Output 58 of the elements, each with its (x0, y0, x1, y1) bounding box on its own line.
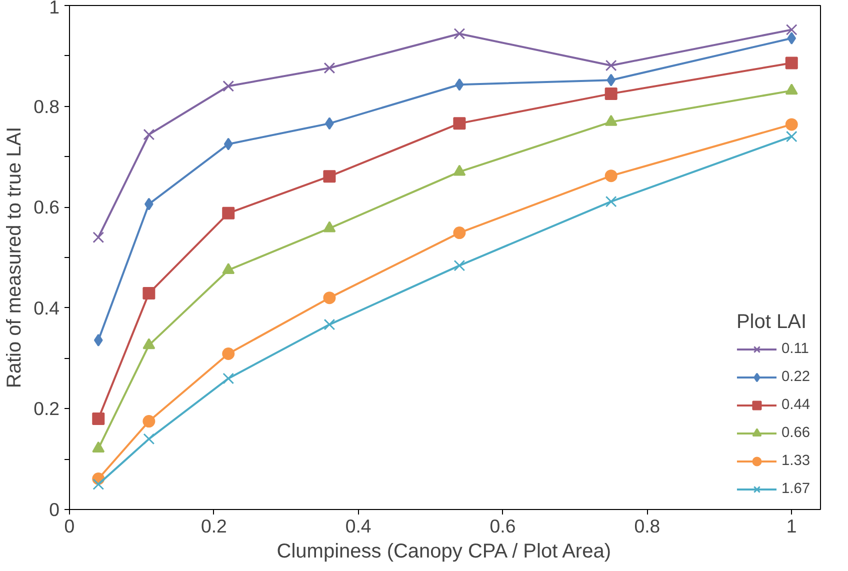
point (604, 170, 618, 182)
point (92, 478, 104, 490)
point (324, 318, 336, 330)
point (323, 221, 336, 232)
x-tick-label: 1 (786, 516, 797, 536)
point (604, 87, 618, 100)
point (222, 263, 235, 274)
point (143, 128, 155, 140)
point (605, 196, 617, 208)
x-tick-label: 0.6 (490, 516, 516, 536)
x-tick-label: 0.8 (634, 516, 660, 536)
legend-label: 0.44 (781, 397, 810, 413)
point (605, 60, 617, 72)
point (453, 164, 466, 176)
x-tick-label: 0.4 (345, 516, 372, 536)
point (787, 32, 796, 45)
point (224, 138, 233, 150)
point (606, 74, 616, 86)
legend-title: Plot LAI (736, 311, 808, 334)
point (222, 206, 235, 220)
legend-label: 0.22 (781, 369, 810, 385)
x-tick-label: 0.2 (200, 516, 227, 536)
point (92, 412, 105, 426)
point (454, 260, 466, 272)
point (324, 62, 336, 74)
x-tick-label: 0 (64, 516, 75, 536)
y-tick-label: 0.4 (34, 297, 60, 318)
legend-label: 0.11 (781, 341, 809, 357)
y-tick-label: 1 (49, 0, 60, 18)
point (222, 80, 234, 92)
point (142, 338, 156, 350)
point (92, 232, 104, 244)
point (785, 118, 798, 131)
point (143, 433, 155, 445)
legend-label: 1.33 (781, 453, 810, 469)
point (454, 28, 466, 40)
point (222, 372, 234, 384)
point (142, 287, 156, 300)
point (786, 24, 798, 36)
point (323, 170, 336, 183)
legend-label: 1.67 (781, 481, 810, 497)
legend-label: 0.66 (781, 425, 810, 441)
y-axis-title: Ratio of measured to true LAI (4, 126, 26, 388)
y-tick-label: 0.8 (34, 96, 60, 117)
point (453, 226, 466, 240)
point (323, 292, 336, 304)
point (604, 114, 618, 126)
point (785, 84, 798, 95)
y-tick-label: 0 (49, 499, 60, 520)
point (142, 415, 156, 428)
x-axis-title: Clumpiness (Canopy CPA / Plot Area) (276, 540, 612, 562)
point (453, 117, 466, 130)
y-tick-label: 0.2 (34, 398, 60, 420)
point (786, 130, 798, 142)
y-tick-label: 0.6 (34, 196, 60, 218)
point (785, 56, 798, 70)
point (94, 334, 103, 346)
point (222, 348, 235, 360)
